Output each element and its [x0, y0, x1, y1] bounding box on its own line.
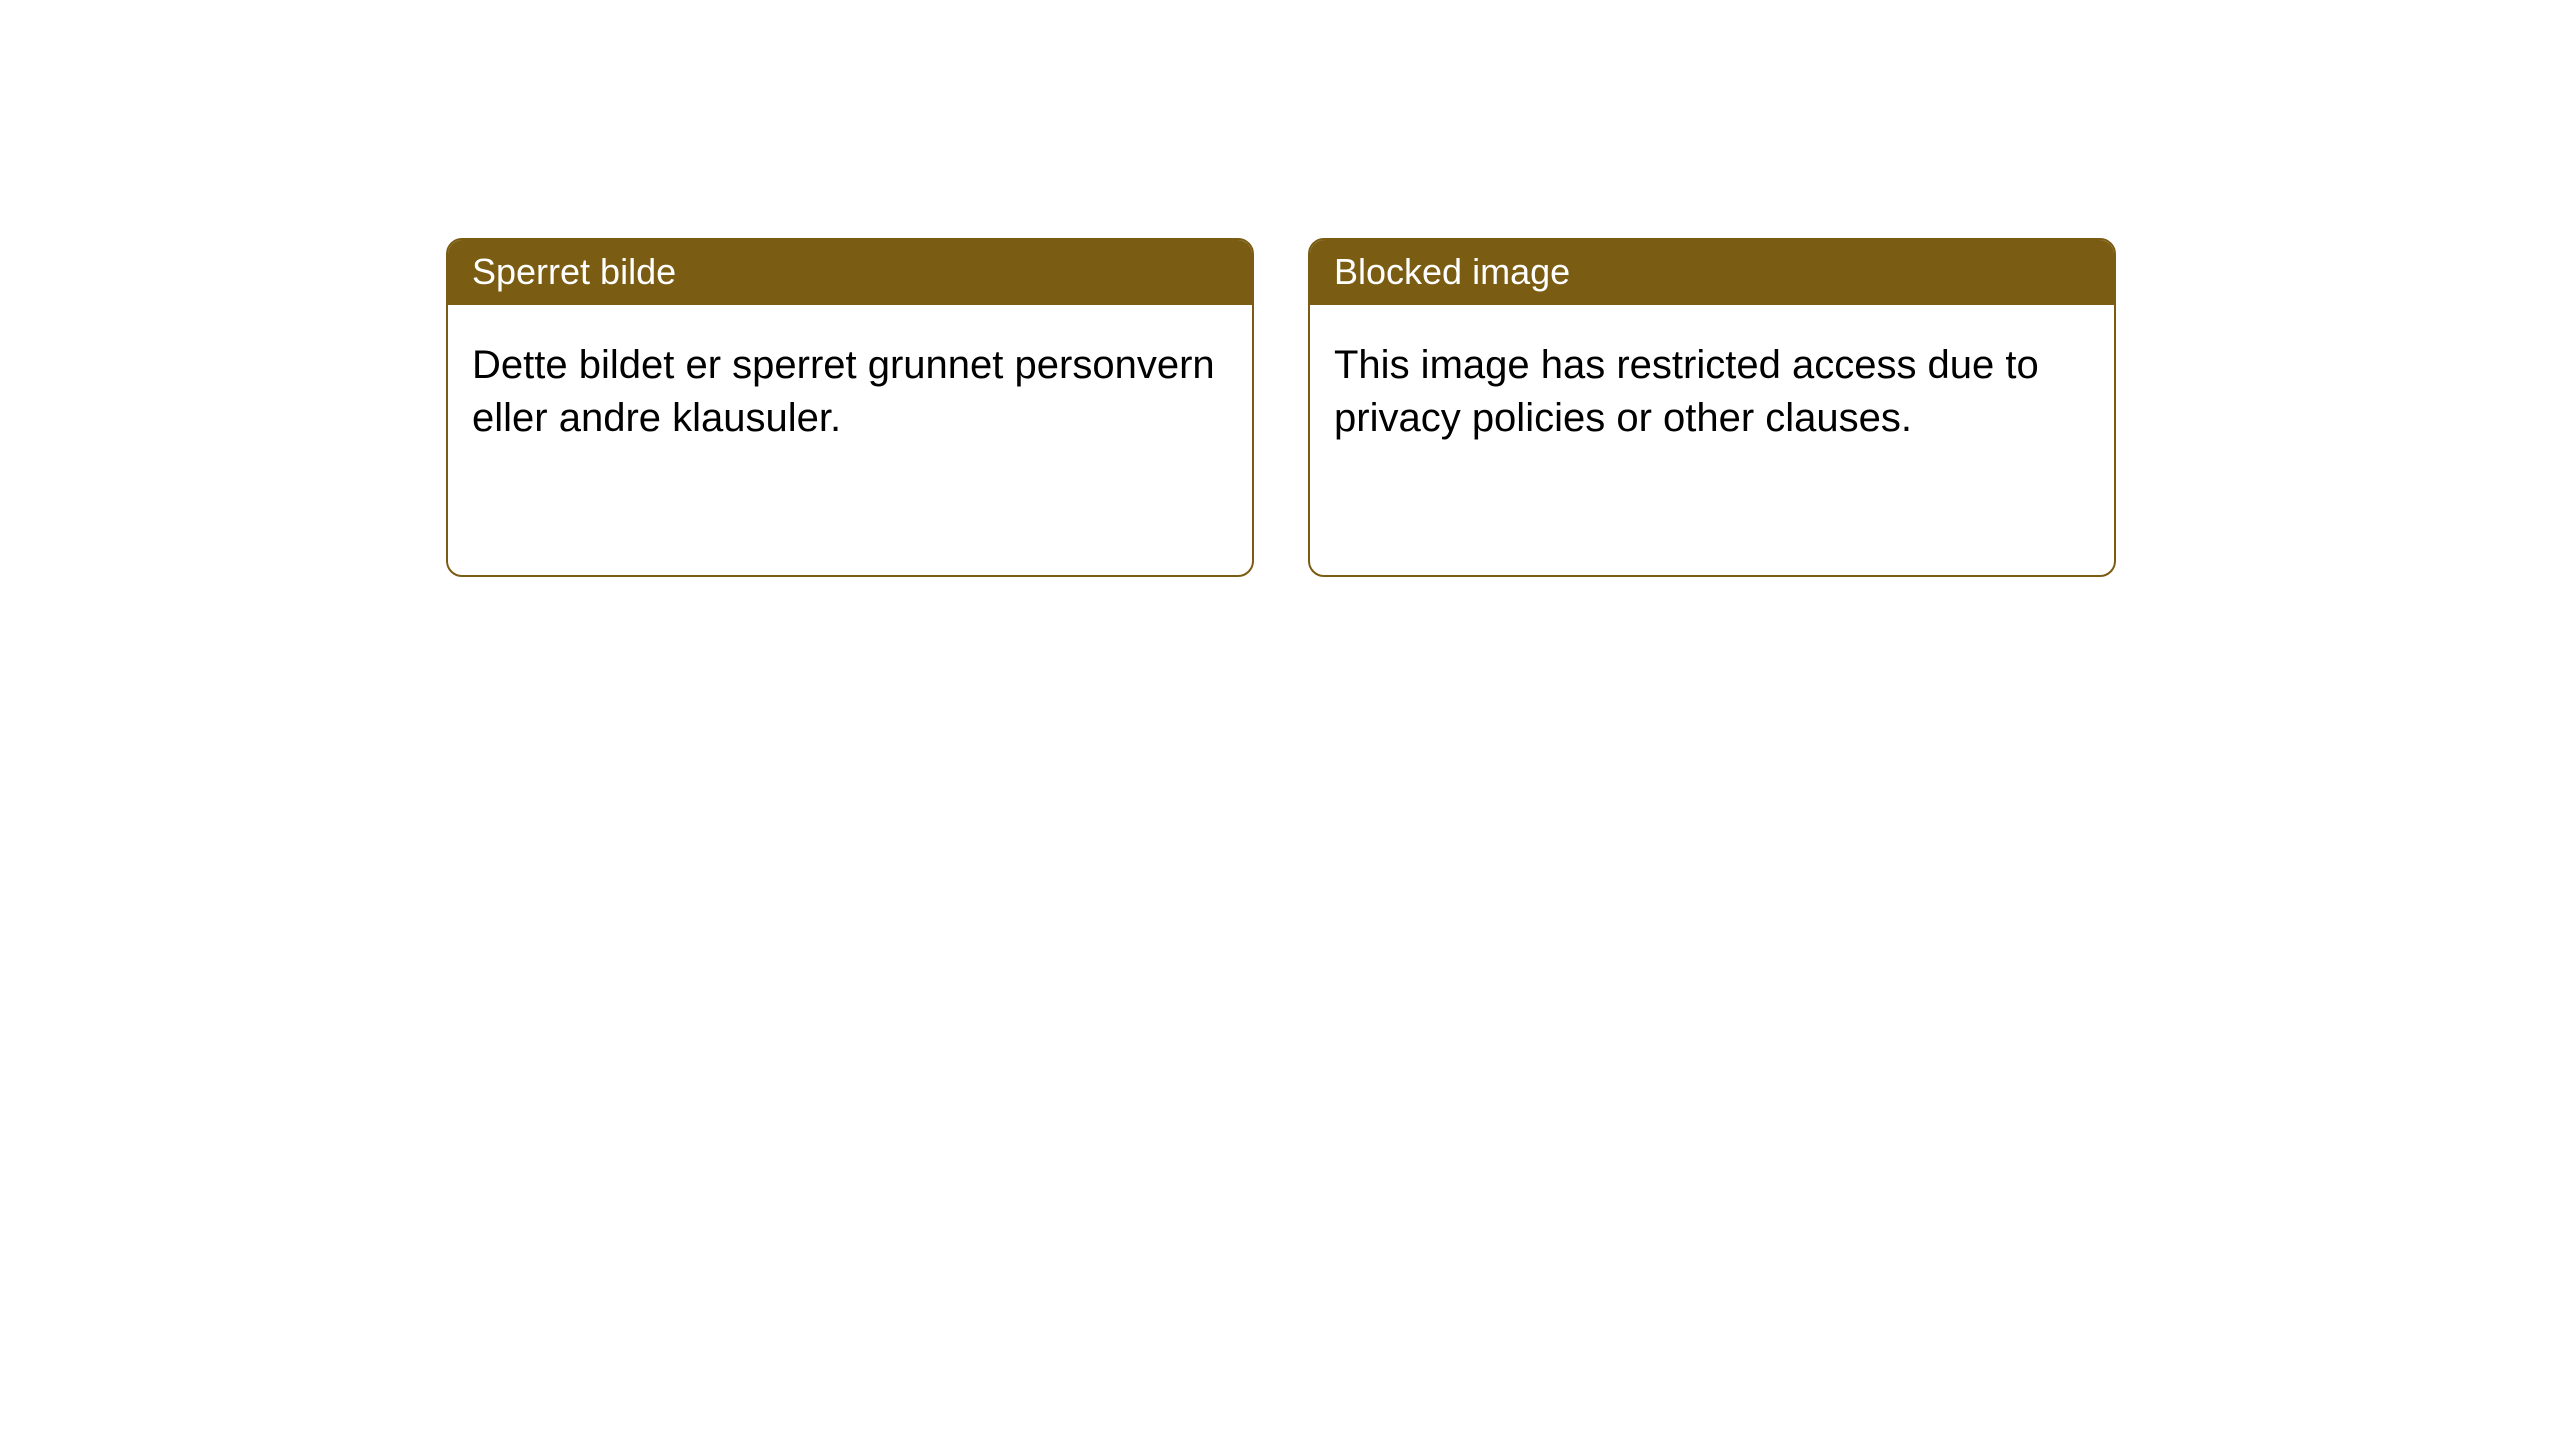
notice-card-english: Blocked image This image has restricted …: [1308, 238, 2116, 577]
notice-body-english: This image has restricted access due to …: [1310, 305, 2114, 575]
notice-header-english: Blocked image: [1310, 240, 2114, 305]
notice-container: Sperret bilde Dette bildet er sperret gr…: [0, 0, 2560, 577]
notice-card-norwegian: Sperret bilde Dette bildet er sperret gr…: [446, 238, 1254, 577]
notice-body-norwegian: Dette bildet er sperret grunnet personve…: [448, 305, 1252, 575]
notice-header-norwegian: Sperret bilde: [448, 240, 1252, 305]
